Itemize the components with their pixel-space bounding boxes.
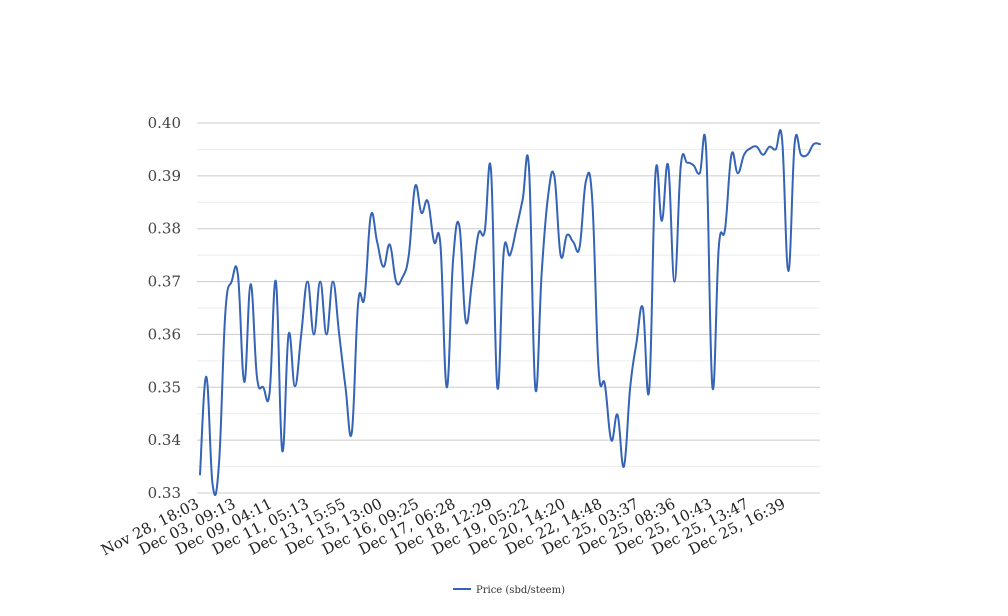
y-tick-label: 0.37 [148,273,181,291]
y-tick-label: 0.36 [148,325,181,343]
series-layer [199,129,821,497]
y-tick-label: 0.40 [148,114,181,132]
series-line-price [199,129,821,497]
legend-label-price: Price (sbd/steem) [476,585,565,596]
y-tick-label: 0.34 [148,431,181,449]
grid [197,122,820,494]
legend[interactable]: Price (sbd/steem) [453,585,565,596]
y-tick-label: 0.33 [148,484,181,502]
y-tick-label: 0.39 [148,167,181,185]
y-tick-label: 0.38 [148,220,181,238]
y-tick-label: 0.35 [148,378,181,396]
y-axis-ticks: 0.33 0.34 0.35 0.36 0.37 0.38 0.39 0.40 [148,114,181,502]
